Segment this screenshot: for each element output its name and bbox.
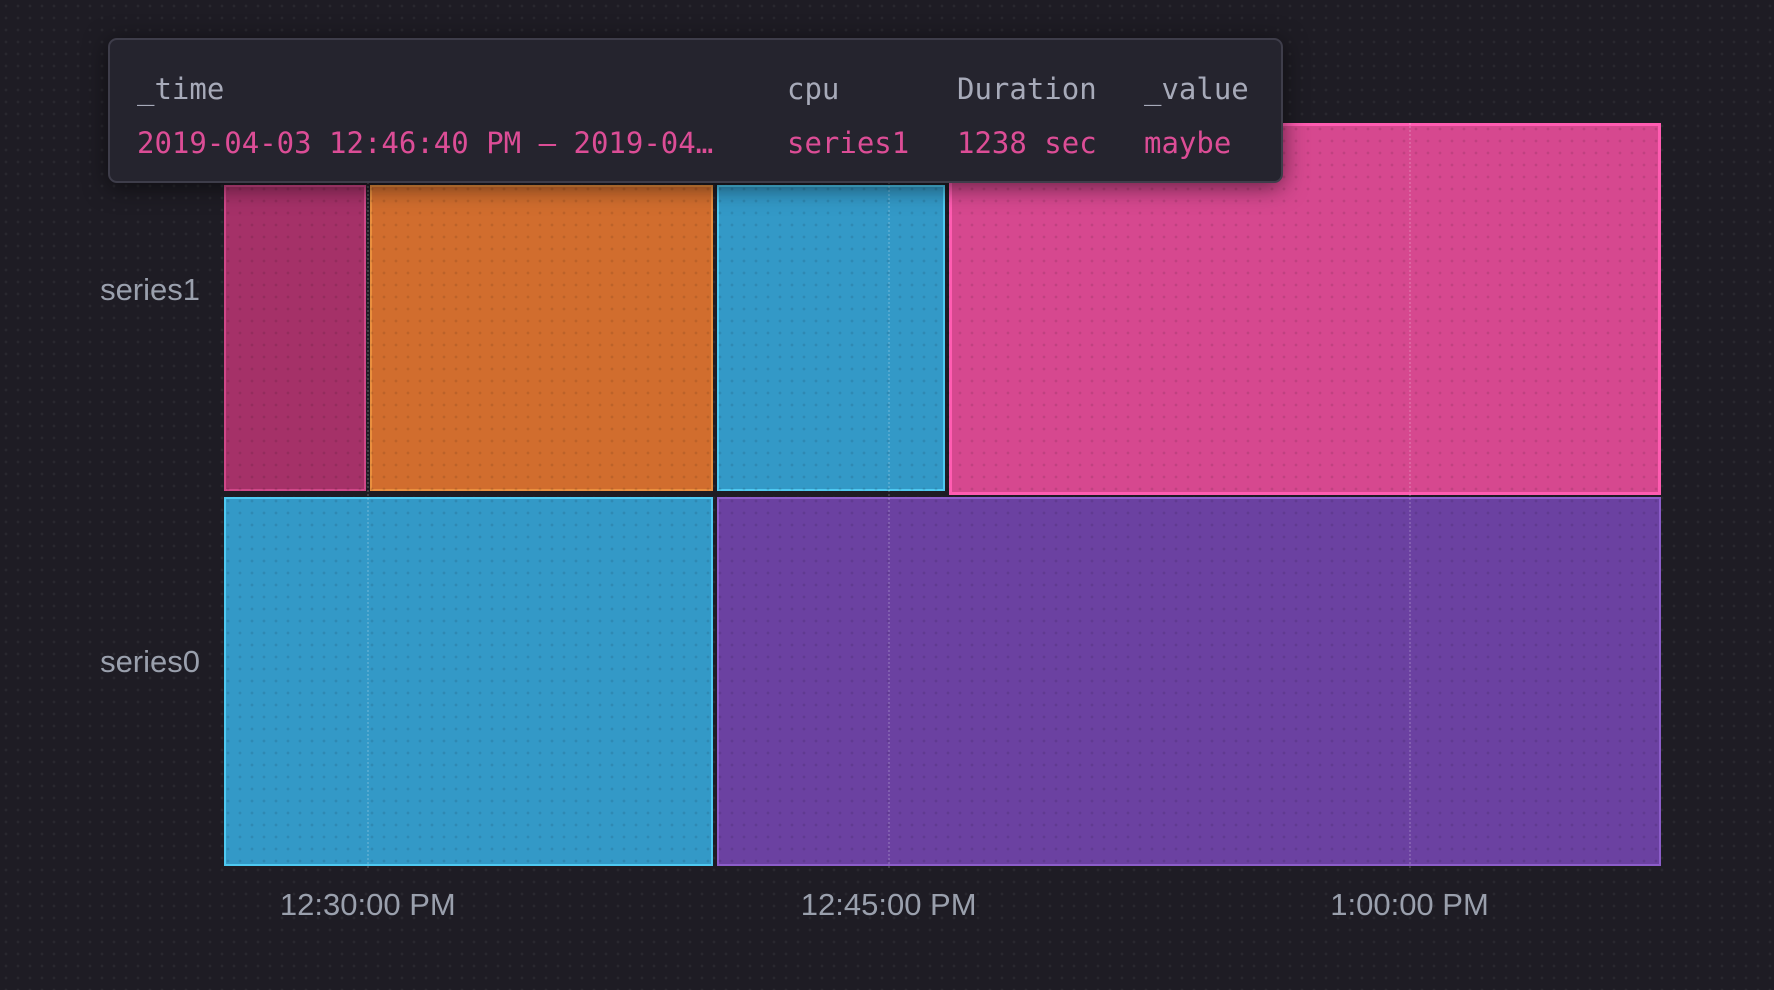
- y-axis-label-series0: series0: [100, 644, 200, 679]
- x-axis-tick-12-30-00-PM: 12:30:00 PM: [279, 887, 456, 922]
- tooltip-column-header: cpu: [787, 72, 840, 106]
- x-axis-tick-1-00-00-PM: 1:00:00 PM: [1330, 887, 1489, 922]
- tooltip-column-value: 2019-04-03 12:46:40 PM — 2019-04…: [137, 126, 714, 160]
- hover-tooltip: _time 2019-04-03 12:46:40 PM — 2019-04… cp…: [108, 38, 1283, 183]
- tooltip-column-header: Duration: [957, 72, 1097, 106]
- tooltip-column-header: _time: [137, 72, 225, 106]
- mosaic-segment-series1-1[interactable]: [369, 185, 714, 491]
- mosaic-segment-series1-3-hovered[interactable]: [948, 123, 1661, 495]
- y-axis-label-series1: series1: [100, 272, 200, 307]
- mosaic-segment-series0-1[interactable]: [717, 497, 1661, 866]
- tooltip-column-header: _value: [1144, 72, 1249, 106]
- mosaic-segment-series1-2[interactable]: [717, 185, 945, 491]
- x-axis-tick-12-45-00-PM: 12:45:00 PM: [800, 887, 977, 922]
- tooltip-column-value: 1238 sec: [957, 126, 1097, 160]
- mosaic-segment-series1-0[interactable]: [224, 185, 366, 491]
- mosaic-segment-series0-0[interactable]: [224, 497, 714, 866]
- tooltip-column-value: maybe: [1144, 126, 1232, 160]
- tooltip-column-value: series1: [787, 126, 910, 160]
